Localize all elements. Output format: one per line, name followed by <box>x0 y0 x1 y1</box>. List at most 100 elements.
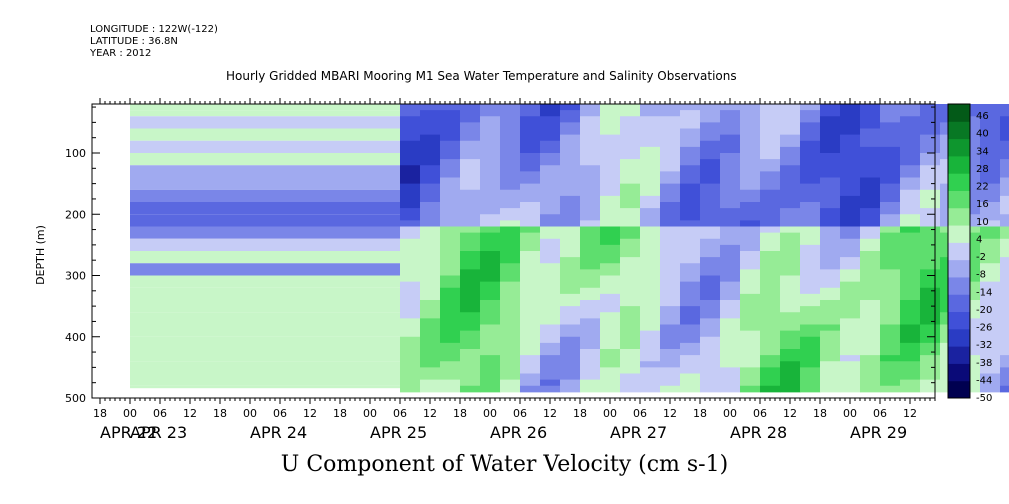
field-cell <box>480 214 501 221</box>
field-cell <box>780 361 801 368</box>
field-cell <box>720 128 741 136</box>
field-cell <box>620 189 641 197</box>
field-cell <box>700 342 721 350</box>
field-cell <box>900 171 921 178</box>
field-cell <box>460 140 481 148</box>
field-cell <box>660 342 681 350</box>
field-cell <box>600 159 621 166</box>
field-cell <box>900 287 921 295</box>
field-cell <box>700 269 721 276</box>
field-cell <box>980 146 1001 154</box>
field-cell <box>880 220 901 227</box>
field-cell <box>640 336 661 344</box>
colorbar-segment <box>948 259 970 278</box>
colorbar-label: -20 <box>976 305 992 316</box>
colorbar-segment <box>948 207 970 226</box>
field-cell <box>820 367 841 374</box>
field-cell <box>480 287 501 295</box>
field-cell <box>760 342 781 350</box>
field-cell <box>1000 232 1009 240</box>
field-cell <box>820 336 841 344</box>
field-cell <box>900 177 921 185</box>
field-cell <box>920 183 941 191</box>
field-cell <box>580 293 601 301</box>
field-cell <box>440 318 461 325</box>
field-cell <box>860 385 881 393</box>
field-cell <box>520 379 541 387</box>
field-cell <box>440 134 461 142</box>
field-cell <box>740 281 761 289</box>
field-cell <box>760 269 781 276</box>
field-cell <box>400 232 421 240</box>
field-cell <box>740 349 761 356</box>
field-cell <box>860 281 881 289</box>
field-cell <box>700 208 721 215</box>
field-cell <box>860 287 881 295</box>
field-cell <box>720 336 741 344</box>
field-cell <box>580 232 601 240</box>
field-cell <box>460 336 481 344</box>
field-cell <box>460 257 481 264</box>
field-cell <box>600 208 621 215</box>
field-cell <box>540 208 561 215</box>
field-cell <box>580 128 601 136</box>
field-cell <box>560 183 581 191</box>
field-cell <box>740 385 761 393</box>
field-cell <box>840 128 861 136</box>
field-cell <box>700 287 721 295</box>
field-cell <box>840 104 861 111</box>
field-cell <box>840 202 861 209</box>
field-cell <box>980 379 1001 387</box>
field-cell <box>420 110 441 117</box>
field-cell <box>980 385 1001 393</box>
field-cell <box>600 281 621 289</box>
field-cell <box>420 189 441 197</box>
field-cell <box>500 342 521 350</box>
field-cell <box>700 122 721 129</box>
field-cell <box>700 183 721 191</box>
field-cell <box>820 269 841 276</box>
field-cell <box>980 244 1001 252</box>
field-cell <box>400 306 421 313</box>
field-cell <box>640 146 661 154</box>
field-cell <box>820 134 841 142</box>
field-cell <box>460 385 481 393</box>
field-cell <box>460 110 481 117</box>
field-cell <box>980 171 1001 178</box>
colorbar-segment <box>948 276 970 295</box>
field-cell <box>500 104 521 111</box>
field-cell <box>600 373 621 381</box>
field-cell <box>820 257 841 264</box>
field-cell <box>860 202 881 209</box>
field-cell <box>880 318 901 325</box>
field-cell <box>680 128 701 136</box>
field-cell <box>880 189 901 197</box>
field-cell <box>920 269 941 276</box>
field-cell <box>580 281 601 289</box>
field-cell <box>400 146 421 154</box>
x-hour-label: 12 <box>183 407 197 420</box>
field-cell <box>500 373 521 381</box>
field-cell <box>840 336 861 344</box>
field-cell <box>920 373 941 381</box>
field-cell <box>500 220 521 227</box>
field-cell <box>640 110 661 117</box>
field-cell <box>760 165 781 172</box>
field-cell <box>520 269 541 276</box>
field-cell <box>760 330 781 338</box>
field-cell <box>600 251 621 258</box>
field-cell <box>560 293 581 301</box>
field-cell <box>520 116 541 123</box>
field-cell <box>560 269 581 276</box>
field-cell <box>520 324 541 332</box>
field-cell <box>460 251 481 258</box>
uniform-band <box>130 312 400 325</box>
field-cell <box>680 238 701 246</box>
field-cell <box>640 195 661 203</box>
field-cell <box>400 208 421 215</box>
field-cell <box>820 281 841 289</box>
field-cell <box>840 122 861 129</box>
field-cell <box>680 214 701 221</box>
field-cell <box>580 336 601 344</box>
field-cell <box>760 361 781 368</box>
